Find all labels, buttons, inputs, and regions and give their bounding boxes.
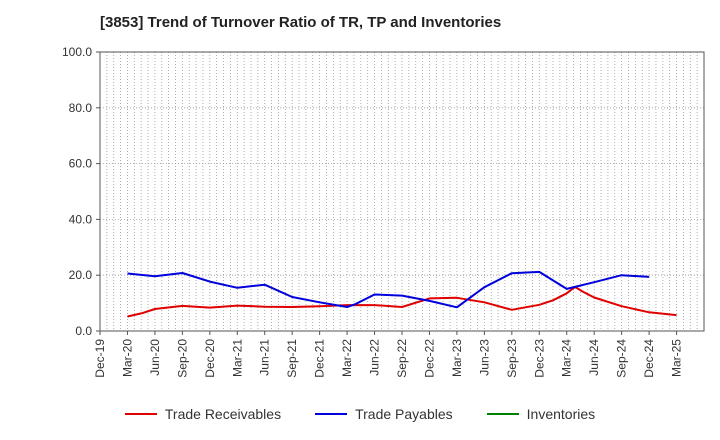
y-tick-label: 60.0	[69, 157, 93, 171]
y-tick-label: 0.0	[75, 324, 92, 338]
x-tick-label: Sep-21	[285, 339, 299, 378]
x-tick-label: Dec-24	[642, 339, 656, 378]
x-tick-label: Dec-21	[313, 339, 327, 378]
x-tick-label: Jun-23	[477, 339, 491, 376]
y-tick-label: 80.0	[69, 101, 93, 115]
x-tick-label: Sep-23	[505, 339, 519, 378]
chart-title: [3853] Trend of Turnover Ratio of TR, TP…	[100, 14, 502, 31]
x-tick-label: Mar-20	[120, 339, 134, 377]
x-tick-label: Jun-21	[258, 339, 272, 376]
x-tick-label: Dec-23	[532, 339, 546, 378]
legend-label: Trade Receivables	[164, 406, 282, 422]
legend: Trade Receivables Trade Payables Invento…	[0, 406, 720, 422]
y-tick-label: 40.0	[69, 212, 93, 226]
x-tick-label: Dec-19	[93, 339, 107, 378]
y-tick-label: 100.0	[62, 45, 92, 59]
x-tick-label: Sep-22	[395, 339, 409, 378]
grid-layer	[100, 52, 704, 331]
legend-swatch-red	[124, 413, 157, 415]
x-tick-label: Mar-24	[560, 339, 574, 377]
x-tick-label: Mar-21	[230, 339, 244, 377]
x-tick-label: Mar-22	[340, 339, 354, 377]
x-tick-label: Dec-22	[422, 339, 436, 378]
legend-item-trade-payables: Trade Payables	[315, 406, 453, 422]
x-tick-label: Mar-23	[450, 339, 464, 377]
legend-item-trade-receivables: Trade Receivables	[124, 406, 282, 422]
y-tick-label: 20.0	[69, 268, 93, 282]
legend-swatch-green	[486, 413, 519, 415]
legend-label: Inventories	[526, 406, 596, 422]
series-layer	[127, 270, 677, 318]
x-tick-label: Jun-24	[587, 339, 601, 376]
x-tick-label: Mar-25	[670, 339, 684, 377]
axis-layer: 0.0 20.0 40.0 60.0 80.0 100.0 Dec-19 Mar-20 Jun-…	[62, 45, 684, 378]
x-tick-label: Sep-20	[175, 339, 189, 378]
legend-label: Trade Payables	[355, 406, 453, 422]
x-tick-label: Dec-20	[203, 339, 217, 378]
legend-item-inventories: Inventories	[486, 406, 596, 422]
series-line-trade-receivables	[127, 285, 677, 318]
x-tick-label: Jun-22	[368, 339, 382, 376]
series-line-trade-payables	[127, 270, 650, 309]
x-tick-label: Jun-20	[148, 339, 162, 376]
x-tick-label: Sep-24	[615, 339, 629, 378]
legend-swatch-blue	[315, 413, 348, 415]
